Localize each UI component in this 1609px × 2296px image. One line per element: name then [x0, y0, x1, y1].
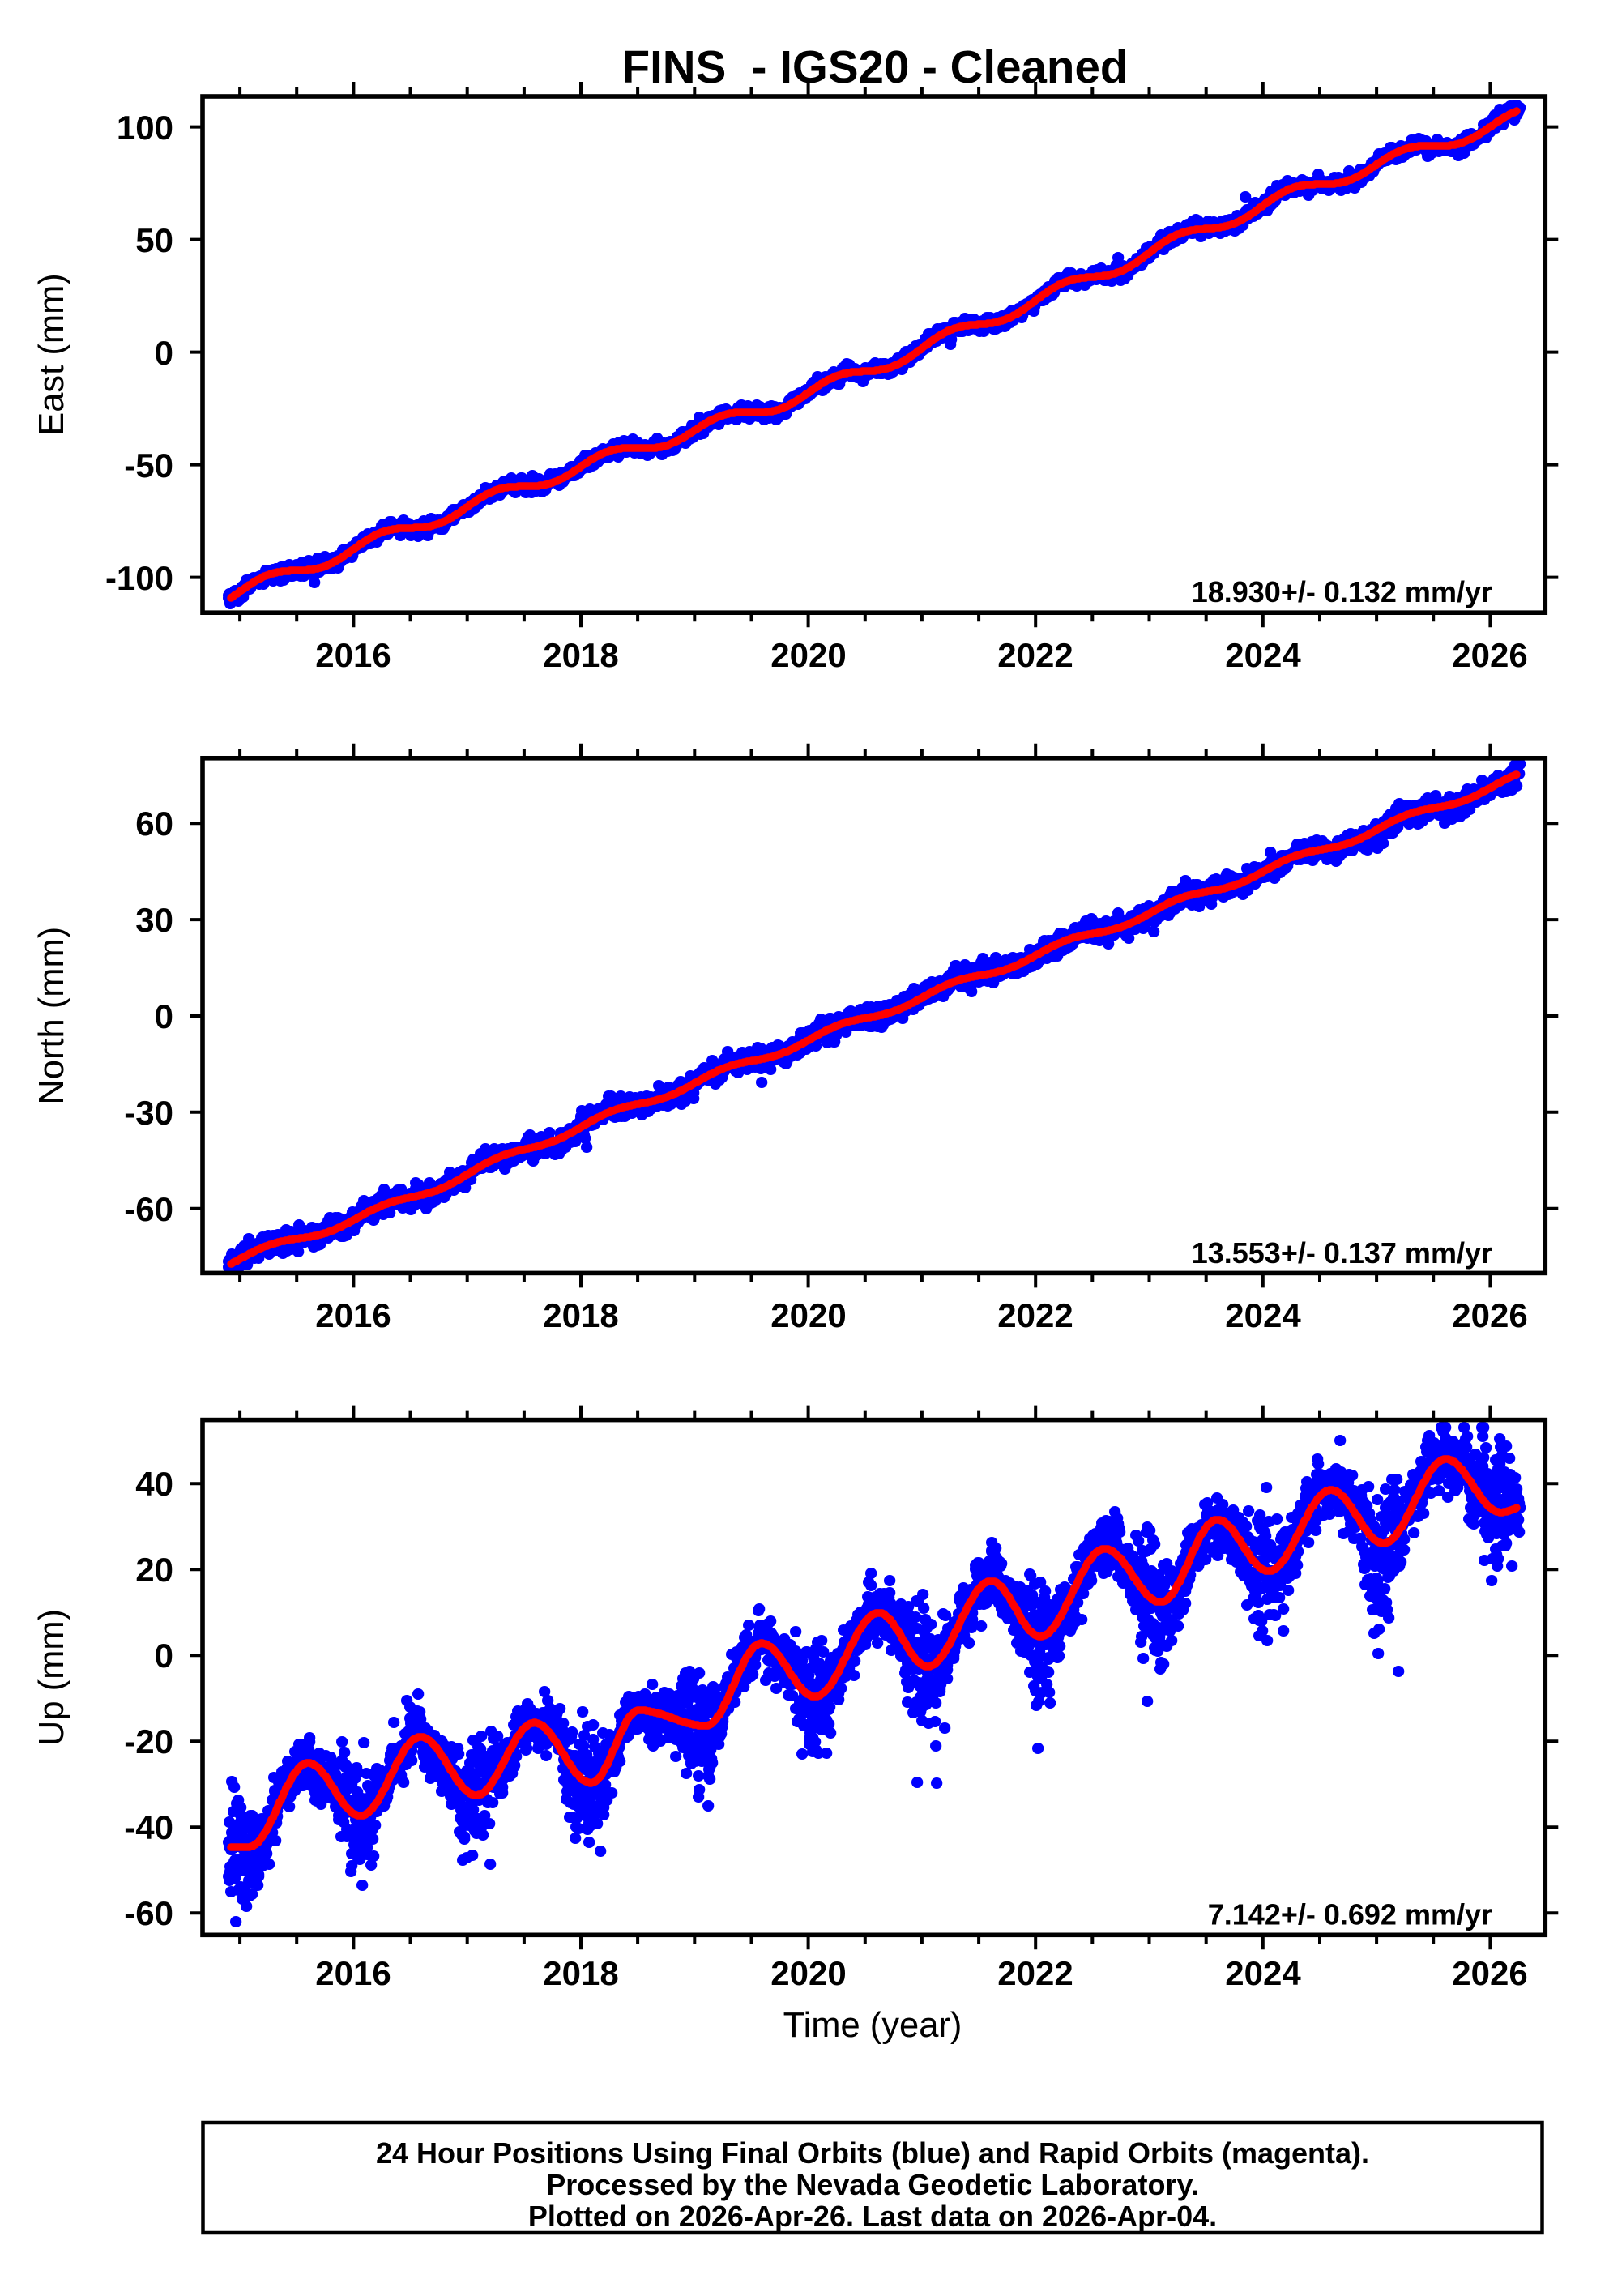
svg-text:2024: 2024 — [1225, 1296, 1301, 1334]
svg-text:24 Hour Positions Using Final: 24 Hour Positions Using Final Orbits (bl… — [376, 2136, 1369, 2170]
svg-text:2016: 2016 — [315, 1954, 391, 1992]
svg-text:0: 0 — [155, 997, 173, 1035]
svg-text:-50: -50 — [124, 446, 173, 484]
svg-text:2018: 2018 — [543, 1296, 618, 1334]
svg-text:-60: -60 — [124, 1894, 173, 1932]
svg-text:2016: 2016 — [315, 636, 391, 674]
svg-text:60: 60 — [135, 804, 173, 843]
svg-text:2018: 2018 — [543, 1954, 618, 1992]
svg-text:-40: -40 — [124, 1808, 173, 1846]
svg-text:2024: 2024 — [1225, 1954, 1301, 1992]
svg-text:2020: 2020 — [770, 1296, 846, 1334]
svg-text:-30: -30 — [124, 1094, 173, 1132]
svg-text:2026: 2026 — [1452, 1954, 1527, 1992]
svg-text:2016: 2016 — [315, 1296, 391, 1334]
svg-text:2022: 2022 — [997, 1296, 1073, 1334]
svg-text:30: 30 — [135, 901, 173, 939]
svg-text:2020: 2020 — [770, 1954, 846, 1992]
svg-text:13.553+/- 0.137 mm/yr: 13.553+/- 0.137 mm/yr — [1192, 1236, 1492, 1270]
svg-text:Plotted on 2026-Apr-26. Last d: Plotted on 2026-Apr-26. Last data on 202… — [528, 2200, 1217, 2233]
svg-text:Time (year): Time (year) — [783, 2006, 962, 2045]
svg-text:East (mm): East (mm) — [32, 273, 71, 436]
svg-text:Processed by the Nevada Geodet: Processed by the Nevada Geodetic Laborat… — [546, 2168, 1199, 2201]
svg-text:2022: 2022 — [997, 636, 1073, 674]
svg-text:50: 50 — [135, 221, 173, 259]
svg-text:2024: 2024 — [1225, 636, 1301, 674]
svg-text:40: 40 — [135, 1465, 173, 1503]
svg-text:2026: 2026 — [1452, 1296, 1527, 1334]
svg-text:FINS - IGS20 - Cleaned: FINS - IGS20 - Cleaned — [622, 41, 1129, 92]
svg-text:2020: 2020 — [770, 636, 846, 674]
svg-text:-60: -60 — [124, 1190, 173, 1228]
svg-text:2018: 2018 — [543, 636, 618, 674]
svg-text:2026: 2026 — [1452, 636, 1527, 674]
svg-text:Up (mm): Up (mm) — [32, 1609, 71, 1746]
svg-text:0: 0 — [155, 334, 173, 372]
svg-text:North (mm): North (mm) — [32, 927, 71, 1105]
svg-text:100: 100 — [117, 109, 173, 147]
svg-text:0: 0 — [155, 1637, 173, 1675]
svg-text:-100: -100 — [105, 559, 173, 597]
svg-text:20: 20 — [135, 1551, 173, 1589]
svg-text:2022: 2022 — [997, 1954, 1073, 1992]
svg-text:7.142+/- 0.692 mm/yr: 7.142+/- 0.692 mm/yr — [1208, 1898, 1492, 1931]
svg-text:18.930+/- 0.132 mm/yr: 18.930+/- 0.132 mm/yr — [1192, 575, 1492, 608]
svg-text:-20: -20 — [124, 1722, 173, 1760]
